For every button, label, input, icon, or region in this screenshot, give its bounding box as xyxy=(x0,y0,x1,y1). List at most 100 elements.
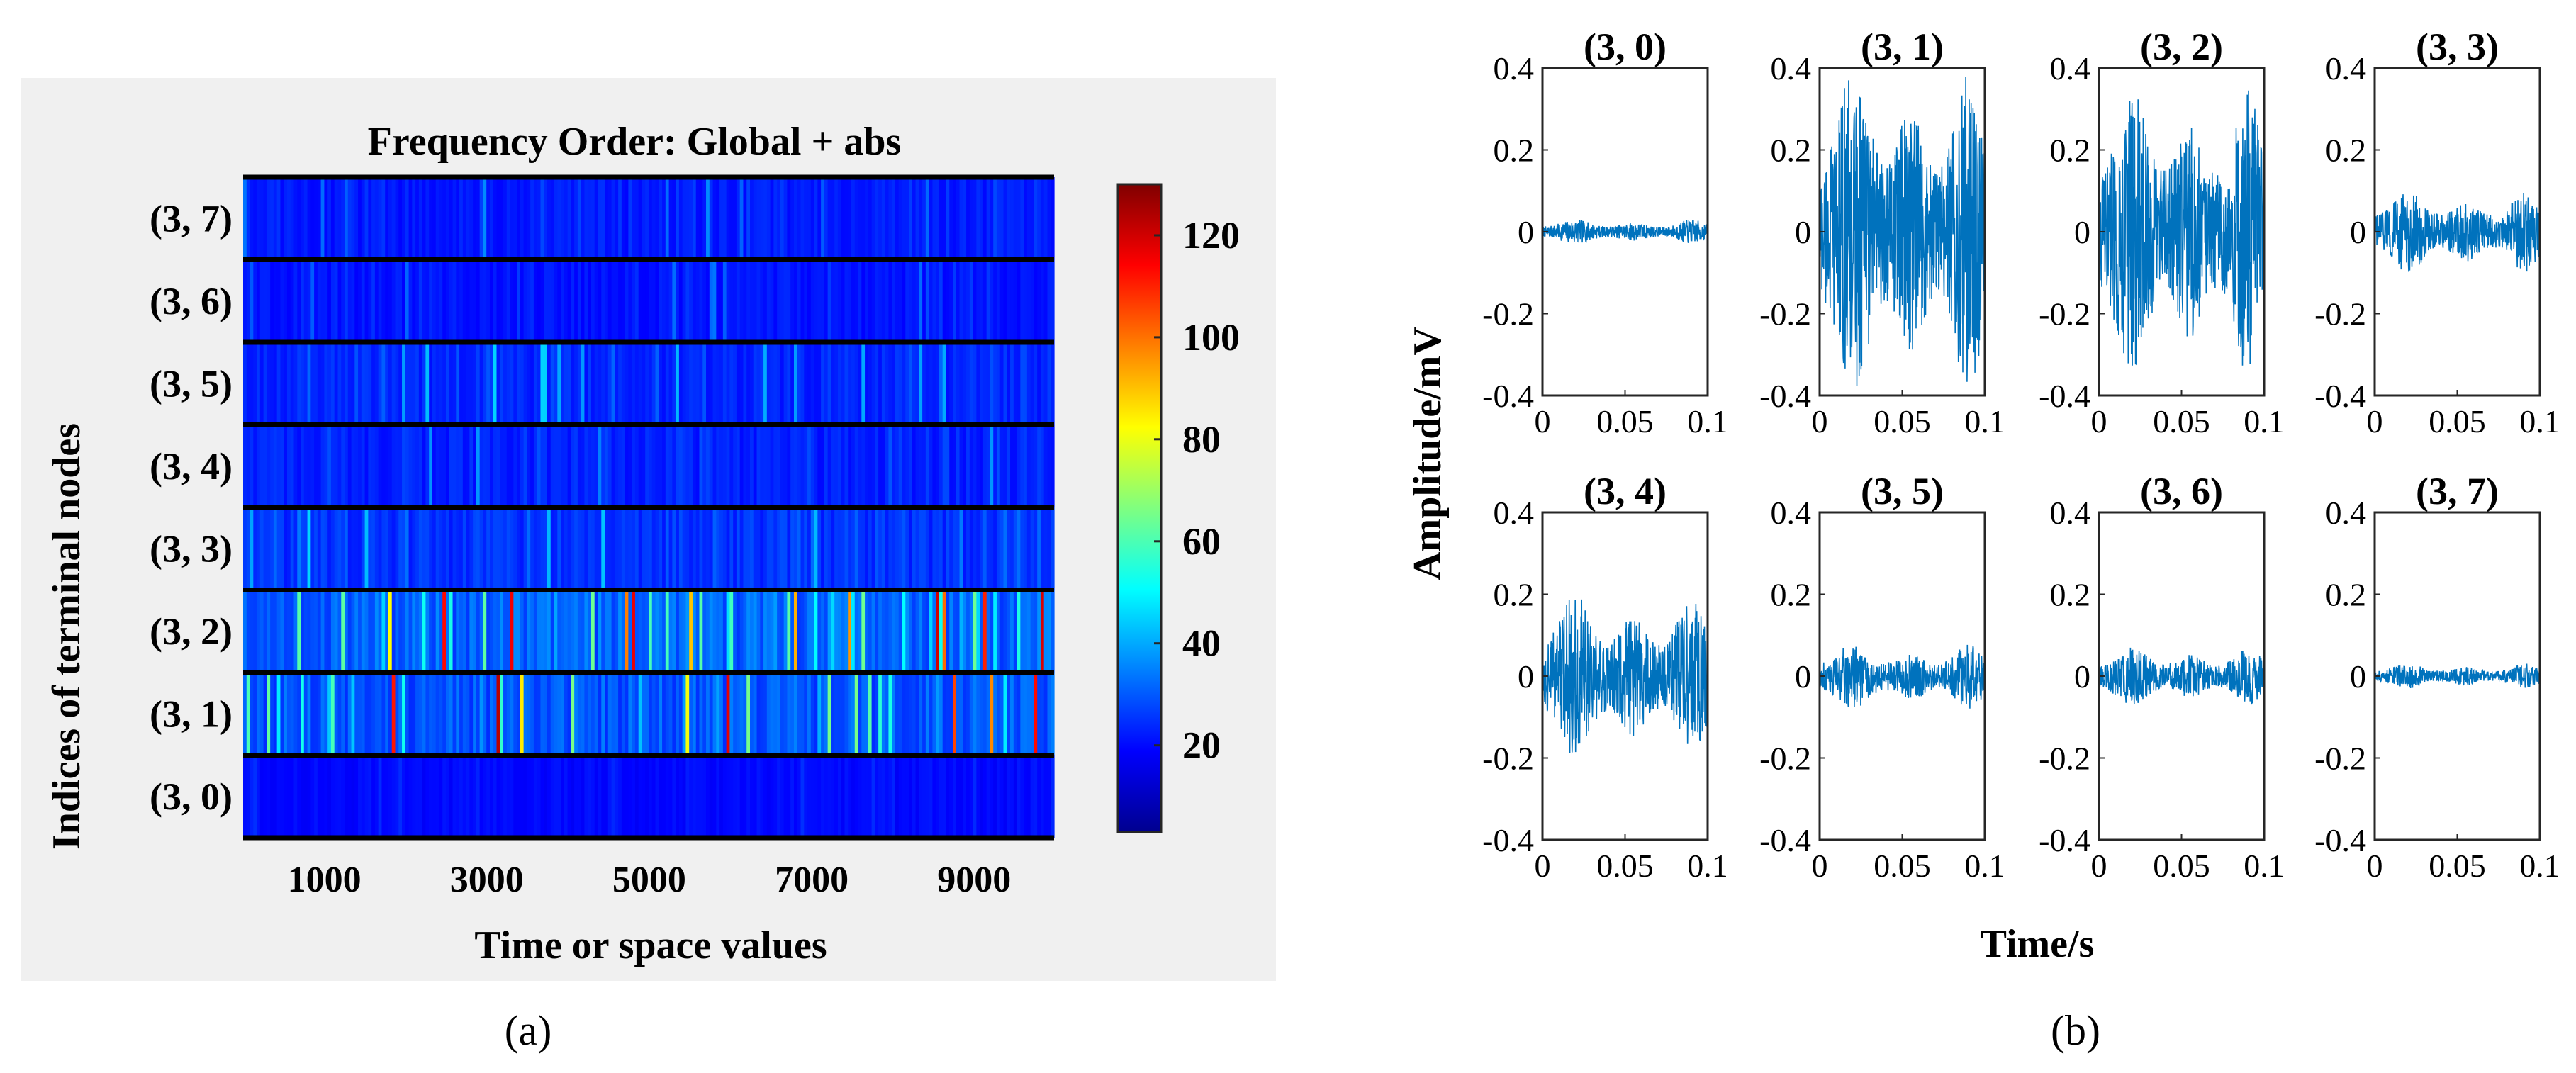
heatmap-cell xyxy=(547,507,551,590)
heatmap-cell xyxy=(257,425,261,507)
heatmap-cell xyxy=(892,342,896,425)
heatmap-cell xyxy=(554,755,558,838)
heatmap-cell xyxy=(976,177,980,260)
heatmap-cell xyxy=(861,177,866,260)
heatmap-cell xyxy=(452,507,457,590)
heatmap-cell xyxy=(621,342,626,425)
heatmap-cell xyxy=(834,590,839,673)
heatmap-cell xyxy=(753,590,758,673)
heatmap-cell xyxy=(780,177,785,260)
heatmap-cell xyxy=(371,507,376,590)
heatmap-cell xyxy=(750,425,754,507)
heatmap-cell xyxy=(293,673,298,755)
heatmap-cell xyxy=(716,425,720,507)
heatmap-cell xyxy=(486,590,491,673)
y-tick-label: -0.4 xyxy=(2039,822,2090,858)
heatmap-cell xyxy=(982,259,987,342)
heatmap-cell xyxy=(439,177,443,260)
heatmap-cell xyxy=(473,673,477,755)
heatmap-cell xyxy=(540,590,544,673)
heatmap-cell xyxy=(736,342,741,425)
heatmap-cell xyxy=(520,673,525,755)
heatmap-cell xyxy=(909,259,913,342)
heatmap-cell xyxy=(263,507,267,590)
x-tick-label: 0 xyxy=(1535,848,1551,884)
heatmap-cell xyxy=(999,673,1004,755)
heatmap-cell xyxy=(915,590,919,673)
heatmap-cell xyxy=(257,590,261,673)
heatmap-cell xyxy=(942,342,947,425)
heatmap-cell xyxy=(435,507,440,590)
heatmap-cell xyxy=(756,755,761,838)
heatmap-cell xyxy=(912,673,917,755)
colorbar xyxy=(1116,183,1163,833)
heatmap-cell xyxy=(358,259,362,342)
x-tick-label: 0 xyxy=(1535,403,1551,439)
heatmap-cell xyxy=(412,425,416,507)
heatmap-cell xyxy=(831,755,835,838)
heatmap-cell xyxy=(418,342,423,425)
heatmap-cell xyxy=(651,177,656,260)
x-tick-label: 0.05 xyxy=(2429,848,2486,884)
heatmap-cell xyxy=(766,342,771,425)
heatmap-cell xyxy=(824,259,829,342)
heatmap-cell xyxy=(831,507,835,590)
heatmap-cell xyxy=(402,177,406,260)
heatmap-cell xyxy=(513,259,517,342)
heatmap-cell xyxy=(1017,259,1021,342)
heatmap-cell xyxy=(554,673,558,755)
heatmap-cell xyxy=(632,507,636,590)
heatmap-cell xyxy=(327,755,332,838)
heatmap-cell xyxy=(378,259,383,342)
heatmap-cell xyxy=(695,177,700,260)
heatmap-cell xyxy=(496,507,500,590)
heatmap-cell xyxy=(699,507,703,590)
heatmap-cell xyxy=(327,507,332,590)
heatmap-cell xyxy=(280,425,284,507)
heatmap-cell xyxy=(1040,673,1045,755)
heatmap-cell xyxy=(307,507,311,590)
heatmap-cell xyxy=(354,425,359,507)
heatmap-cell xyxy=(773,507,778,590)
heatmap-cell xyxy=(310,425,315,507)
heatmap-cell xyxy=(1017,755,1021,838)
heatmap-cell xyxy=(483,177,487,260)
heatmap-cell xyxy=(280,673,284,755)
heatmap-cell xyxy=(567,259,571,342)
heatmap-cell xyxy=(777,342,781,425)
heatmap-cell xyxy=(395,673,399,755)
heatmap-cell xyxy=(1040,425,1045,507)
heatmap-cell xyxy=(412,342,416,425)
heatmap-cell xyxy=(729,177,734,260)
heatmap-cell xyxy=(493,259,498,342)
heatmap-cell xyxy=(584,259,588,342)
heatmap-cell xyxy=(824,507,829,590)
heatmap-cell xyxy=(763,590,768,673)
heatmap-cell xyxy=(259,342,264,425)
heatmap-cell xyxy=(1037,425,1041,507)
heatmap-cell xyxy=(517,177,521,260)
heatmap-cell xyxy=(777,673,781,755)
heatmap-cell xyxy=(1034,507,1038,590)
heatmap-cell xyxy=(990,755,994,838)
heatmap-cell xyxy=(330,342,335,425)
heatmap-cell xyxy=(888,425,892,507)
heatmap-cell xyxy=(250,507,254,590)
heatmap-cell xyxy=(777,755,781,838)
heatmap-cell xyxy=(814,755,818,838)
heatmap-cell xyxy=(634,507,639,590)
heatmap-cell xyxy=(628,425,632,507)
heatmap-cell xyxy=(584,755,588,838)
heatmap-cell xyxy=(510,507,514,590)
heatmap-cell xyxy=(1051,755,1055,838)
heatmap-cell xyxy=(371,673,376,755)
heatmap-cell xyxy=(841,342,846,425)
heatmap-cell xyxy=(649,755,653,838)
heatmap-cell xyxy=(868,425,873,507)
subplot-title: (3, 1) xyxy=(1861,26,1944,68)
heatmap-cell xyxy=(290,507,295,590)
heatmap-cell xyxy=(297,342,301,425)
heatmap-cell xyxy=(513,590,517,673)
heatmap-cell xyxy=(246,673,251,755)
heatmap-cell xyxy=(682,342,687,425)
